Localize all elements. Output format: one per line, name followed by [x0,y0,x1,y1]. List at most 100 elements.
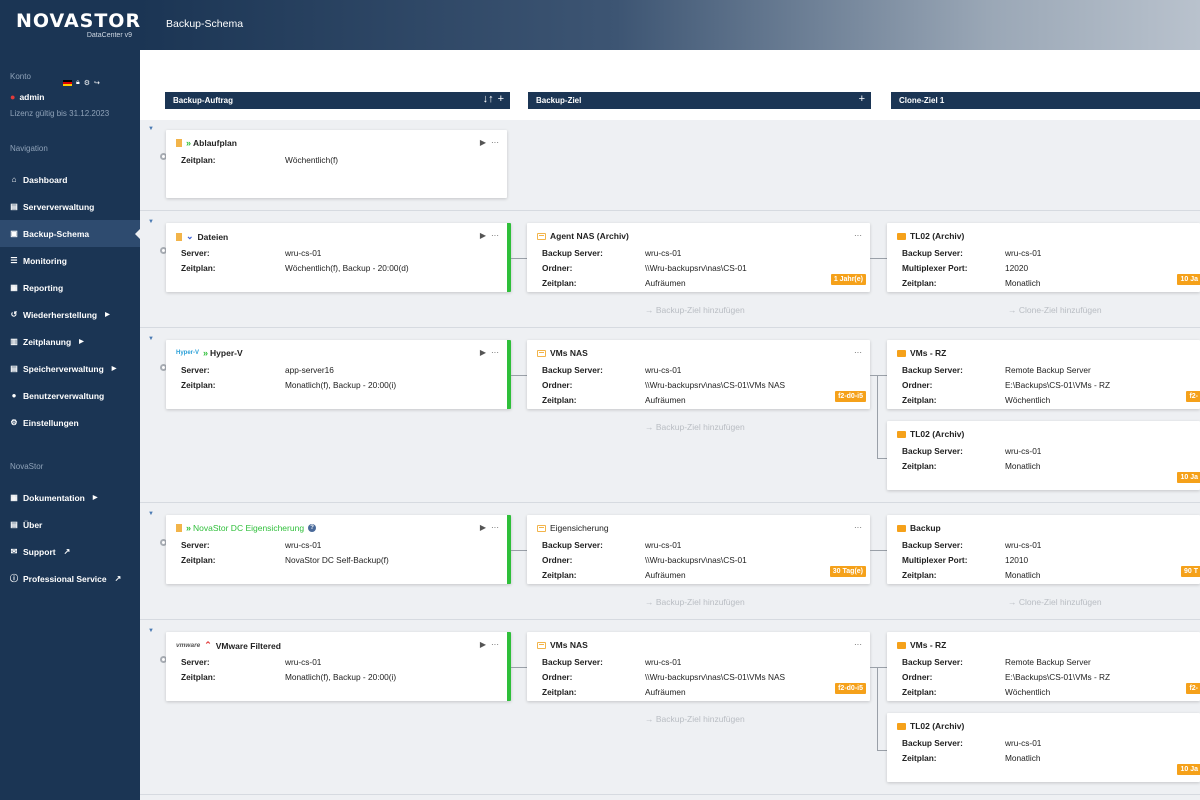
play-icon[interactable]: ▶ [479,640,486,649]
more-icon[interactable]: ··· [854,231,862,240]
schema-row [140,211,1200,328]
retention-badge: f2- [1186,683,1200,694]
sort-icon[interactable]: ↓↑ [482,93,494,105]
page-title: Backup-Schema [166,18,244,30]
add-backup-target-link[interactable]: → Backup-Ziel hinzufügen [645,422,745,432]
job-card[interactable]: ⌄ Dateien ▶ ··· Server: wru-cs-01 Zeitpla… [166,223,511,292]
more-icon[interactable]: ··· [854,523,862,532]
more-icon[interactable]: ··· [491,348,499,357]
target-card[interactable]: VMs NAS ··· Backup Server: wru-cs-01 Ord… [527,340,870,409]
language-flag-icon[interactable] [63,80,72,86]
nav-item-backup-schema[interactable]: ▣ Backup-Schema [0,220,140,247]
play-icon[interactable]: ▶ [479,231,486,240]
nav-item-dashboard[interactable]: ⌂ Dashboard [0,166,140,193]
nav-item-benutzerverwaltung[interactable]: ● Benutzerverwaltung [0,382,140,409]
nav-item-dokumentation[interactable]: ▦ Dokumentation ▶ [0,484,140,511]
lock-icon[interactable]: 🔒︎ [76,79,80,86]
field-label: Server: [181,248,210,258]
field-value: 12010 [1005,555,1029,565]
nav-item-serververwaltung[interactable]: ▤ Serververwaltung [0,193,140,220]
field-value: \\Wru-backupsrv\nas\CS-01 [645,263,747,273]
job-card[interactable]: » Ablaufplan ▶ ··· Zeitplan: Wöchentlich(… [166,130,507,198]
nav-item-support[interactable]: ✉ Support ↗ [0,538,140,565]
tape-icon [897,349,906,357]
job-card[interactable]: » NovaStor DC Eigensicherung ? ▶ ··· Serv… [166,515,511,584]
target-card[interactable]: Agent NAS (Archiv) ··· Backup Server: wr… [527,223,870,292]
clone-card[interactable]: TL02 (Archiv) Backup Server: wru-cs-01 Z… [887,713,1200,782]
home-icon: ⌂ [11,175,17,184]
add-backup-target-link[interactable]: → Backup-Ziel hinzufügen [645,305,745,315]
field-value: Wöchentlich(f) [285,155,339,165]
field-value: 12020 [1005,263,1029,273]
nav-item-reporting[interactable]: ▦ Reporting [0,274,140,301]
field-value: wru-cs-01 [285,540,322,550]
clone-card[interactable]: VMs - RZ Backup Server: Remote Backup Se… [887,632,1200,701]
field-label: Multiplexer Port: [902,263,968,273]
clone-card[interactable]: TL02 (Archiv) Backup Server: wru-cs-01 M… [887,223,1200,292]
logo[interactable]: NOVASTOR DataCenter v9 [0,0,140,50]
help-icon[interactable]: ? [308,524,317,532]
caret-right-icon: ▶ [111,366,117,372]
more-icon[interactable]: ··· [854,640,862,649]
job-card[interactable]: Hyper-V » Hyper-V ▶ ··· Server: app-serve… [166,340,511,409]
play-icon[interactable]: ▶ [479,523,486,532]
field-value: Monatlich [1005,461,1041,471]
user-info[interactable]: ● admin [10,92,44,102]
brand-edition: DataCenter v9 [86,32,132,39]
logout-icon[interactable]: ↪ [94,80,100,87]
clone-card[interactable]: TL02 (Archiv) Backup Server: wru-cs-01 Z… [887,421,1200,490]
field-value: Aufräumen [645,570,686,580]
tape-icon [897,641,906,649]
clone-title: TL02 (Archiv) [897,231,964,241]
job-title: » NovaStor DC Eigensicherung ? [176,523,317,533]
link-line [511,258,527,259]
field-value: wru-cs-01 [1005,248,1042,258]
schema-row [140,503,1200,620]
add-job-button[interactable]: + [497,93,504,105]
collapse-toggle-icon[interactable]: ▼ [148,219,154,225]
collapse-toggle-icon[interactable]: ▼ [148,126,154,132]
column-title: Clone-Ziel 1 [899,96,945,105]
more-icon[interactable]: ··· [491,640,499,649]
more-icon[interactable]: ··· [854,348,862,357]
double-chevron-up-icon: ⌃ [204,640,212,650]
nav-item-label: Reporting [23,282,64,293]
add-backup-target-link[interactable]: → Backup-Ziel hinzufügen [645,597,745,607]
nav-item-label: Über [23,519,43,530]
field-label: Zeitplan: [181,155,216,165]
add-clone-target-link[interactable]: → Clone-Ziel hinzufügen [1008,305,1102,315]
target-card[interactable]: VMs NAS ··· Backup Server: wru-cs-01 Ord… [527,632,870,701]
retention-badge: 10 Ja [1177,274,1200,285]
more-icon[interactable]: ··· [491,231,499,240]
job-card[interactable]: vmware ⌃ VMware Filtered ▶ ··· Server: wr… [166,632,511,701]
sidebar: NOVASTOR DataCenter v9 Konto 🔒︎ ⚙ ↪ ● ad… [0,0,140,800]
tape-icon [897,430,906,438]
nav-item-professional-service[interactable]: ⓘ Professional Service ↗ [0,565,140,592]
clone-card[interactable]: Backup Backup Server: wru-cs-01 Multiple… [887,515,1200,584]
gear-icon[interactable]: ⚙ [83,80,91,87]
nav-item-speicherverwaltung[interactable]: ▤ Speicherverwaltung ▶ [0,355,140,382]
field-label: Backup Server: [542,540,603,550]
add-clone-target-link[interactable]: → Clone-Ziel hinzufügen [1008,597,1102,607]
book-icon: ▦ [10,493,18,502]
play-icon[interactable]: ▶ [479,138,486,147]
collapse-toggle-icon[interactable]: ▼ [148,628,154,634]
collapse-toggle-icon[interactable]: ▼ [148,336,154,342]
field-label: Zeitplan: [902,461,937,471]
nav-item-wiederherstellung[interactable]: ↺ Wiederherstellung ▶ [0,301,140,328]
clone-card[interactable]: VMs - RZ Backup Server: Remote Backup Se… [887,340,1200,409]
nav-item-ueber[interactable]: ▤ Über [0,511,140,538]
more-icon[interactable]: ··· [491,138,499,147]
target-card[interactable]: Eigensicherung ··· Backup Server: wru-cs… [527,515,870,584]
info-circle-icon: ⓘ [10,574,18,583]
play-icon[interactable]: ▶ [479,348,486,357]
add-backup-target-link[interactable]: → Backup-Ziel hinzufügen [645,714,745,724]
nav-item-zeitplanung[interactable]: ▥ Zeitplanung ▶ [0,328,140,355]
add-target-button[interactable]: + [858,93,865,105]
collapse-toggle-icon[interactable]: ▼ [148,511,154,517]
field-label: Backup Server: [902,248,963,258]
nav-item-monitoring[interactable]: ☰ Monitoring [0,247,140,274]
info-icon: ▤ [10,520,18,529]
more-icon[interactable]: ··· [491,523,499,532]
nav-item-einstellungen[interactable]: ⚙ Einstellungen [0,409,140,436]
